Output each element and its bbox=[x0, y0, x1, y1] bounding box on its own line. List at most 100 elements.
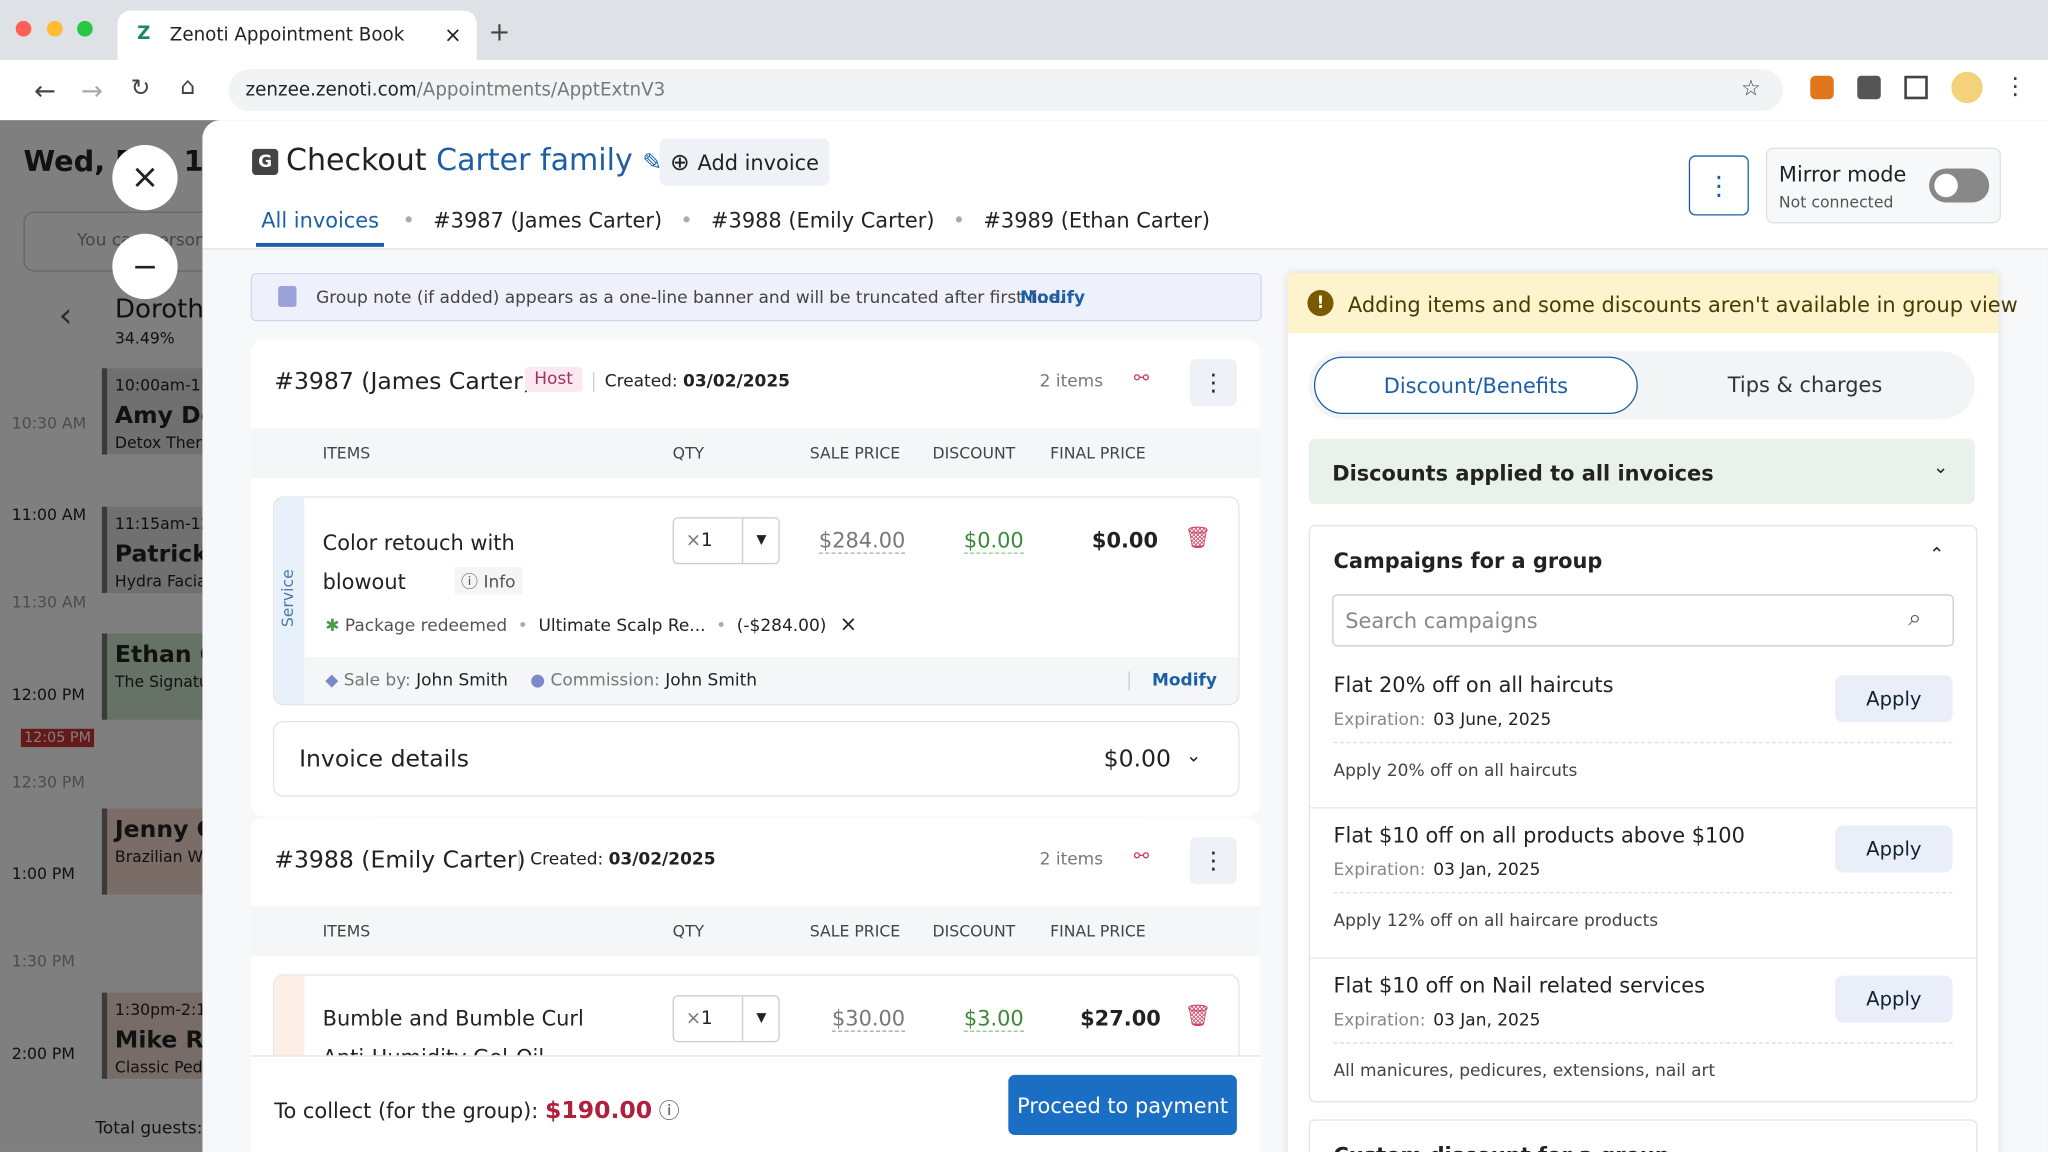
col-items: ITEMS bbox=[322, 444, 371, 463]
sep: • bbox=[402, 207, 415, 233]
warning-text: Adding items and some discounts aren't a… bbox=[1347, 292, 2018, 318]
apply[interactable]: Apply bbox=[1835, 975, 1953, 1023]
invoice-title: #3987 (James Carter) bbox=[274, 368, 532, 395]
campaign-description: Apply 20% off on all haircuts bbox=[1333, 761, 1578, 782]
package-name: Ultimate Scalp Re... bbox=[538, 616, 706, 637]
new-tab[interactable]: + bbox=[488, 15, 511, 48]
edit-family[interactable]: ✎ bbox=[642, 148, 663, 177]
group-note: Group note (if added) appears as a one-l… bbox=[250, 272, 1262, 322]
collect: To collect (for the group): $190.00 ⓘ bbox=[274, 1093, 679, 1124]
tab-number: #3987 bbox=[433, 207, 504, 233]
info[interactable]: ⓘ Info bbox=[454, 566, 523, 595]
note-icon bbox=[278, 286, 297, 307]
sale-by: ◆ Sale by: John Smith bbox=[325, 671, 508, 691]
group-note-modify[interactable]: Modify bbox=[1020, 288, 1086, 309]
reload[interactable]: ↻ bbox=[130, 74, 151, 102]
menu[interactable]: ⋮ bbox=[2003, 73, 2028, 101]
apply[interactable]: Apply bbox=[1835, 825, 1953, 873]
tab-tips[interactable]: Tips & charges bbox=[1727, 371, 1883, 397]
collect-info[interactable]: ⓘ bbox=[658, 1098, 680, 1124]
qty-select[interactable]: ×1 ▼ bbox=[672, 517, 780, 565]
campaign: Flat 20% off on all haircuts Expiration: 0… bbox=[1310, 657, 1977, 809]
tab-discount[interactable]: Discount/Benefits bbox=[1313, 356, 1638, 415]
remove-package[interactable]: × bbox=[839, 611, 858, 637]
browser-tab[interactable]: Z Zenoti Appointment Book × bbox=[117, 10, 477, 61]
back[interactable]: ← bbox=[33, 74, 56, 106]
tab-all[interactable]: All invoices bbox=[255, 207, 385, 247]
forward[interactable]: → bbox=[80, 74, 103, 106]
custom-section: Custom discount for a group bbox=[1308, 1119, 1978, 1152]
checkout-footer: To collect (for the group): $190.00 ⓘ Pr… bbox=[250, 1055, 1261, 1152]
search-campaigns[interactable]: Search campaigns ⌕ bbox=[1332, 594, 1954, 647]
line-item: Service Color retouch with blowout ⓘ Inf… bbox=[272, 496, 1240, 706]
side-panel[interactable] bbox=[1904, 75, 1928, 100]
profile[interactable] bbox=[1951, 71, 1983, 104]
info-label: Info bbox=[483, 573, 516, 593]
sale-by-name: John Smith bbox=[416, 671, 508, 691]
commission-label: Commission: bbox=[550, 671, 660, 691]
minimize-window[interactable] bbox=[47, 20, 63, 37]
campaign-expiration: Expiration: 03 June, 2025 bbox=[1334, 711, 1552, 731]
unlink[interactable]: ⚯ bbox=[1133, 368, 1150, 390]
invoice-details[interactable]: Invoice details $0.00 ⌄ bbox=[272, 720, 1240, 797]
qty-caret: ▼ bbox=[741, 518, 780, 563]
discount[interactable]: $3.00 bbox=[963, 1005, 1024, 1032]
sep: • bbox=[952, 207, 966, 233]
invoice-name: (Emily Carter) bbox=[361, 846, 526, 874]
extensions[interactable] bbox=[1857, 75, 1881, 100]
address-bar[interactable]: zenzee.zenoti.com/Appointments/ApptExtnV… bbox=[228, 69, 1783, 112]
add-invoice[interactable]: ⊕ Add invoice bbox=[659, 138, 830, 186]
discount[interactable]: $0.00 bbox=[963, 527, 1024, 554]
more-options[interactable]: ⋮ bbox=[1688, 155, 1749, 216]
sep: • bbox=[517, 616, 528, 637]
delete-item[interactable]: 🗑 bbox=[1184, 525, 1212, 550]
sale-price[interactable]: $30.00 bbox=[831, 1005, 906, 1032]
campaigns-section: Campaigns for a group ⌃ Search campaigns… bbox=[1308, 525, 1978, 1103]
campaign: Flat $10 off on Nail related services Exp… bbox=[1310, 957, 1976, 1107]
expiration-date: 03 Jan, 2025 bbox=[1433, 1010, 1541, 1031]
custom-title: Custom discount for a group bbox=[1334, 1143, 1670, 1152]
commission-name: John Smith bbox=[665, 671, 758, 691]
campaign-expiration: Expiration: 03 Jan, 2025 bbox=[1334, 861, 1541, 881]
maximize-window[interactable] bbox=[77, 20, 93, 37]
delete-item[interactable]: 🗑 bbox=[1184, 1003, 1212, 1028]
sale-by-label: Sale by: bbox=[343, 671, 411, 691]
tab-name: (Ethan Carter) bbox=[1060, 207, 1211, 233]
invoice-menu[interactable]: ⋮ bbox=[1189, 359, 1237, 407]
applied-section[interactable]: Discounts applied to all invoices ⌄ bbox=[1308, 438, 1975, 505]
minimize-checkout[interactable]: − bbox=[112, 233, 178, 300]
tab-invoice[interactable]: #3987 (James Carter) bbox=[433, 208, 662, 233]
toolbar: ← → ↻ ⌂ zenzee.zenoti.com/Appointments/A… bbox=[0, 60, 2048, 122]
apply[interactable]: Apply bbox=[1835, 675, 1953, 723]
extension-metamask[interactable] bbox=[1810, 75, 1834, 100]
column-header: ITEMS QTY SALE PRICE DISCOUNT FINAL PRIC… bbox=[250, 428, 1261, 479]
close-checkout[interactable]: × bbox=[112, 144, 178, 211]
invoice-name: (James Carter) bbox=[361, 368, 532, 396]
unlink[interactable]: ⚯ bbox=[1133, 846, 1150, 868]
tab-invoice[interactable]: #3989 (Ethan Carter) bbox=[983, 208, 1210, 233]
title: Checkout Carter family ✎ bbox=[286, 144, 662, 178]
tab-title: Zenoti Appointment Book bbox=[169, 24, 405, 46]
tab-invoice[interactable]: #3988 (Emily Carter) bbox=[711, 208, 934, 233]
invoice-number: #3987 bbox=[274, 368, 354, 396]
tab-close[interactable]: × bbox=[444, 22, 462, 48]
add-invoice-label: Add invoice bbox=[697, 149, 819, 175]
home[interactable]: ⌂ bbox=[180, 73, 196, 101]
item-modify[interactable]: Modify bbox=[1128, 671, 1217, 691]
host-badge: Host bbox=[525, 367, 583, 392]
sale-price[interactable]: $284.00 bbox=[818, 527, 906, 554]
close-window[interactable] bbox=[15, 20, 32, 37]
item-count: 2 items bbox=[1039, 372, 1104, 392]
proceed-to-payment[interactable]: Proceed to payment bbox=[1008, 1074, 1237, 1136]
package: ✱ Package redeemed • Ultimate Scalp Re..… bbox=[325, 611, 857, 636]
mirror-toggle[interactable] bbox=[1929, 168, 1990, 203]
bookmark[interactable]: ☆ bbox=[1741, 75, 1761, 102]
url: zenzee.zenoti.com/Appointments/ApptExtnV… bbox=[246, 80, 666, 101]
invoice-menu[interactable]: ⋮ bbox=[1189, 837, 1237, 885]
collapse[interactable]: ⌃ bbox=[1929, 544, 1945, 566]
panel-tabs: Discount/Benefits Tips & charges bbox=[1308, 351, 1975, 420]
mirror-mode: Mirror mode Not connected bbox=[1765, 147, 2001, 224]
warning: ! Adding items and some discounts aren't… bbox=[1287, 272, 2018, 334]
qty-select[interactable]: ×1 ▼ bbox=[672, 995, 780, 1043]
title-text: Checkout bbox=[286, 143, 427, 178]
